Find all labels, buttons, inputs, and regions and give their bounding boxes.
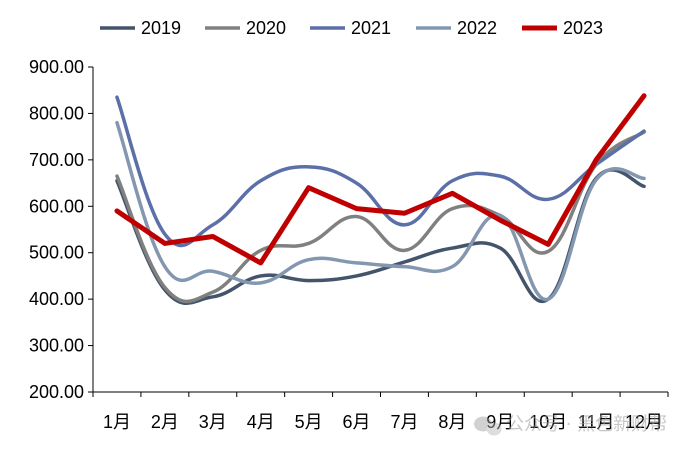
legend-label: 2020 (246, 18, 286, 38)
series-line-2022 (115, 120, 646, 301)
axes: 200.00 300.00 400.00 500.00 600.00 700.00 800.… (29, 57, 669, 432)
x-tick-label: 4月 (247, 412, 275, 432)
y-tick-label: 300.00 (29, 336, 84, 356)
series-line-2020 (115, 130, 646, 304)
legend-label: 2022 (457, 18, 497, 38)
y-tick-label: 900.00 (29, 57, 84, 77)
y-tick-label: 500.00 (29, 243, 84, 263)
legend-label: 2019 (141, 18, 181, 38)
legend-item-2022: 2022 (416, 18, 497, 38)
y-tick-label: 200.00 (29, 382, 84, 402)
legend-item-2021: 2021 (310, 18, 391, 38)
x-tick-label: 3月 (199, 412, 227, 432)
wechat-icon (474, 416, 502, 436)
series-line-2021 (115, 95, 646, 248)
legend-item-2023: 2023 (522, 18, 603, 38)
legend-item-2019: 2019 (100, 18, 181, 38)
x-tick-label: 6月 (343, 412, 371, 432)
legend-label: 2023 (563, 18, 603, 38)
x-tick-label: 5月 (295, 412, 323, 432)
y-tick-label: 800.00 (29, 103, 84, 123)
y-tick-label: 400.00 (29, 289, 84, 309)
x-tick-label: 12月 (625, 412, 663, 432)
y-tick-label: 600.00 (29, 196, 84, 216)
x-tick-label: 11月 (578, 412, 615, 432)
series-layer (114, 93, 647, 305)
watermark-text: 公众号 · 黑色新财帮 (506, 414, 667, 435)
x-tick-label: 7月 (390, 412, 418, 432)
legend-label: 2021 (351, 18, 391, 38)
x-tick-label: 8月 (438, 412, 466, 432)
watermark: 公众号 · 黑色新财帮 (474, 414, 667, 436)
x-tick-label: 1月 (103, 412, 131, 432)
x-tick-label: 10月 (529, 412, 567, 432)
y-tick-label: 700.00 (29, 150, 84, 170)
legend: 2019 2020 2021 2022 2023 (100, 18, 603, 38)
legend-item-2020: 2020 (205, 18, 286, 38)
series-line-2023 (114, 93, 647, 266)
x-tick-label: 9月 (486, 412, 514, 432)
x-tick-label: 2月 (151, 412, 179, 432)
